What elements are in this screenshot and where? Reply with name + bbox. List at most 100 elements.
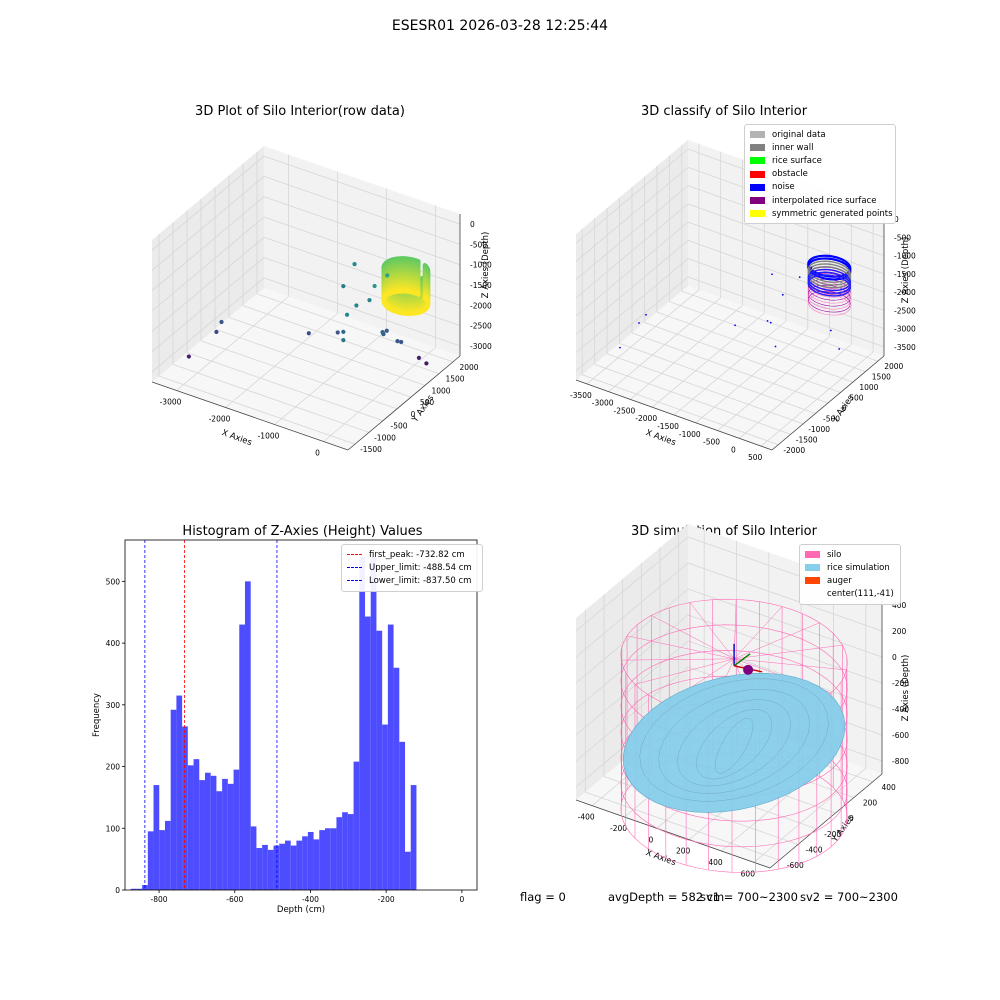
legend-swatch — [750, 210, 765, 218]
legend-label: first_peak: -732.82 cm — [369, 549, 465, 560]
y-tick-label: 0 — [849, 814, 854, 823]
data-point — [422, 296, 427, 301]
z-axis-label: Z Axies (Depth) — [901, 237, 911, 304]
axis-line — [575, 799, 771, 869]
legend-item: symmetric generated points — [750, 207, 893, 220]
legend-label: center(111,-41) — [827, 589, 894, 600]
data-point — [395, 339, 400, 344]
x-tick-label: 400 — [708, 858, 723, 867]
grid-line — [575, 185, 689, 280]
histogram-bar — [296, 840, 303, 890]
silo-spoke — [621, 658, 735, 661]
y-tick-label: -1500 — [360, 445, 382, 454]
histogram-bar — [216, 791, 223, 890]
data-point — [341, 337, 346, 343]
x-tick-label: -200 — [378, 895, 395, 904]
wall-ring — [807, 254, 852, 278]
x-tick-label: -3000 — [592, 399, 614, 408]
y-tick-label: 0 — [411, 410, 416, 419]
y-tick-label: 2000 — [459, 363, 478, 372]
x-tick-label: -500 — [703, 438, 720, 447]
noise-point — [771, 273, 773, 276]
y-tick-label: -1500 — [796, 435, 818, 444]
histogram-bar — [193, 759, 200, 890]
grid-line — [575, 588, 689, 684]
rice-mesh-line — [639, 678, 829, 802]
x-tick-label: -2000 — [635, 414, 657, 423]
histogram-bar — [370, 556, 377, 890]
x-tick-label: -400 — [302, 895, 319, 904]
status-sv2: sv2 = 700~2300 — [800, 890, 898, 904]
grid-line — [575, 221, 689, 317]
data-point — [335, 330, 340, 335]
x-tick-label: 600 — [741, 869, 756, 878]
x-tick-label: -3500 — [570, 391, 592, 400]
z-tick-label: -1000 — [894, 252, 916, 261]
legend-item: inner wall — [750, 141, 890, 154]
data-point — [352, 262, 357, 267]
z-axis-label: Z Axies (Depth) — [481, 232, 491, 299]
wall-ring — [807, 268, 851, 292]
histogram-bar — [347, 814, 354, 890]
legend-item: original data — [750, 128, 890, 141]
histogram-bar — [227, 783, 234, 890]
y-tick-label: 100 — [106, 824, 121, 833]
histogram-bar — [136, 888, 143, 890]
y-tick-label: 500 — [106, 577, 121, 586]
y-tick-label: 500 — [420, 398, 435, 407]
histogram-bar — [239, 624, 245, 890]
legend-item: Upper_limit: -488.54 cm — [347, 561, 477, 574]
legend-swatch — [750, 144, 765, 152]
grid-line — [242, 305, 440, 375]
grid-line — [256, 293, 454, 363]
rice-surface — [622, 672, 846, 813]
data-point — [341, 329, 346, 334]
histogram-bar — [250, 826, 257, 890]
interpolated-ring — [807, 287, 851, 310]
histogram-bar — [204, 772, 211, 890]
noise-point — [798, 276, 801, 279]
grid-line — [575, 276, 689, 372]
data-point — [372, 283, 377, 289]
data-point — [380, 330, 385, 335]
auger-axis — [733, 653, 751, 667]
z-tick-label: -2000 — [894, 288, 916, 297]
rice-mesh-line — [696, 709, 773, 780]
grid-line — [176, 296, 289, 391]
z-tick-label: -1000 — [470, 261, 492, 270]
grid-line — [687, 562, 883, 632]
histogram-bar — [302, 836, 308, 890]
legend-item: Lower_limit: -837.50 cm — [347, 574, 477, 587]
noise-point — [838, 348, 841, 350]
histogram-bar — [267, 849, 274, 890]
z-tick-label: -800 — [892, 757, 909, 766]
legend-swatch — [805, 551, 820, 559]
legend-item: rice simulation — [805, 561, 895, 574]
histogram-bar — [382, 724, 388, 890]
data-point — [219, 319, 224, 325]
legend-label: interpolated rice surface — [772, 195, 877, 206]
histogram-legend: first_peak: -732.82 cm Upper_limit: -488… — [341, 544, 483, 592]
legend-swatch — [805, 564, 820, 572]
x-axis-label: X Axies — [644, 428, 677, 448]
grid-line — [681, 290, 878, 362]
legend-item: center(111,-41) — [805, 588, 895, 601]
grid-line — [575, 258, 689, 353]
legend-label: inner wall — [772, 142, 814, 153]
histogram-bar — [290, 845, 297, 890]
histogram-bar — [307, 831, 314, 890]
axis-line — [151, 381, 349, 451]
histogram-bar — [256, 848, 263, 890]
x-tick-label: -2500 — [614, 406, 636, 415]
data-point — [424, 361, 429, 366]
y-tick-label: -1000 — [374, 433, 396, 442]
x-tick-label: 0 — [459, 895, 464, 904]
data-point — [416, 355, 422, 360]
grid-line — [575, 203, 689, 299]
grid-line — [151, 236, 265, 332]
grid-line — [656, 311, 854, 383]
z-tick-label: 0 — [894, 215, 899, 224]
grid-line — [214, 328, 412, 398]
data-point — [354, 303, 359, 308]
